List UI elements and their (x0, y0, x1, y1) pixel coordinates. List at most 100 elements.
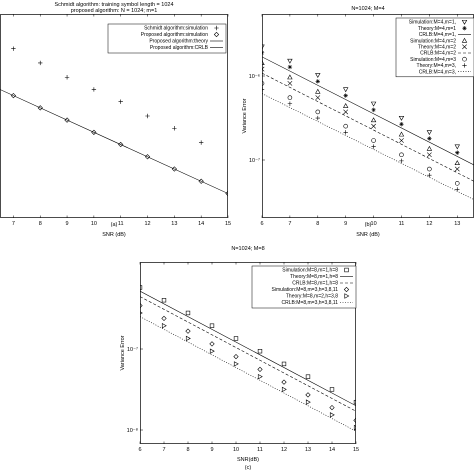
data-point (287, 101, 293, 106)
series-4 (140, 303, 356, 423)
x-tick-label: 15 (225, 221, 231, 227)
legend-marker-sample (461, 37, 468, 43)
data-point (262, 81, 265, 86)
data-point (161, 298, 167, 303)
data-point (209, 323, 215, 328)
series-1 (140, 285, 356, 405)
y-tick-label: 10⁻⁶ (249, 73, 260, 80)
data-point (371, 144, 376, 149)
series-4 (262, 60, 460, 165)
data-point (454, 160, 460, 165)
data-point (353, 399, 356, 405)
legend-marker-sample (344, 293, 350, 299)
data-point (209, 341, 215, 347)
series-line (262, 56, 474, 166)
data-point (305, 392, 311, 398)
data-point (315, 95, 321, 101)
chart-panel-1: Schmidt algorithm: training symbol lengt… (0, 2, 231, 238)
data-point (315, 73, 321, 79)
chart-panel-3: N=1024; M=8 6 7 8 9 10 11 12 13 14 15 10⁻⁷ 10⁻⁸ SNR(d… (120, 246, 359, 471)
chart-title-line: N=1024; M=8 (231, 246, 264, 252)
series-3 (140, 296, 356, 412)
x-tick-label: 6 (260, 221, 263, 227)
legend-entry-label: Simulation:M=4,m=3 (410, 57, 456, 63)
data-point (287, 95, 293, 100)
legend-entry-label: CRLB:M=4,m=3, (419, 69, 456, 75)
y-axis-label: Variance Error (242, 98, 248, 133)
legend-entry-label: Schmidt algorithm:simulation (144, 26, 208, 32)
legend-entry-label: Simulation:M=8,m=1,h=8 (282, 268, 338, 274)
series-line (262, 93, 474, 200)
legend-marker-sample (462, 44, 467, 50)
data-point (343, 130, 348, 135)
x-tick-label: 12 (281, 447, 287, 453)
data-point (455, 150, 460, 155)
data-point (342, 87, 349, 93)
legend-entry-label: CRLB:M=4,m=1, (419, 32, 456, 38)
x-tick-label: 8 (39, 221, 42, 227)
legend-marker-sample (462, 26, 467, 31)
legend-marker-sample (213, 31, 220, 38)
data-point (353, 417, 356, 423)
chart-title-line: Schmidt algorithm: training symbol lengt… (54, 2, 173, 8)
data-point (343, 93, 348, 98)
data-point (315, 79, 320, 84)
series-1 (11, 46, 204, 145)
series-8 (262, 87, 460, 192)
x-tick-label: 9 (344, 221, 347, 227)
legend-marker-sample (343, 286, 350, 293)
data-point (426, 145, 433, 151)
x-tick-label: 10 (91, 221, 97, 227)
legend-marker-sample (461, 19, 468, 25)
x-tick-label: 10 (233, 447, 239, 453)
x-tick-label: 12 (144, 221, 150, 227)
y-tick-label: 10⁻⁷ (127, 346, 138, 353)
legend-entry-label: Theory:M=8,m=2,h=3,8 (286, 294, 338, 300)
x-axis-label: SNR(dB) (237, 457, 259, 463)
chart-panel-2: N=1024; M=4 6 7 8 9 10 11 12 13 10⁻⁶ 10⁻⁷ SNR (dB) V… (242, 6, 474, 238)
x-tick-label: 13 (171, 221, 177, 227)
data-point (118, 99, 123, 104)
data-point (281, 386, 287, 393)
data-point (329, 387, 335, 392)
data-point (305, 374, 311, 379)
x-tick-label: 8 (186, 447, 189, 453)
data-point (454, 181, 460, 186)
data-point (140, 285, 143, 290)
x-tick-label: 9 (210, 447, 213, 453)
data-point (198, 140, 204, 145)
data-point (454, 144, 460, 150)
legend: Simulation:M=8,m=1,h=8Theory:M=8,m=1,h=8… (251, 265, 357, 309)
x-tick-label: 14 (329, 447, 335, 453)
legend-entry-label: Theory:M=8,m=1,h=8 (290, 274, 338, 280)
data-point (399, 121, 404, 127)
data-point (371, 107, 376, 113)
legend-entry-label: CRLB:M=4,m=2 (420, 51, 456, 57)
x-tick-label: 13 (454, 221, 460, 227)
data-point (305, 399, 311, 405)
legend-entry-label: Simulation:M=4,m=1, (409, 20, 456, 26)
data-point (185, 328, 191, 334)
data-point (262, 87, 265, 92)
data-point (427, 166, 432, 172)
data-point (399, 158, 404, 164)
data-point (233, 354, 239, 360)
data-point (398, 131, 405, 137)
data-point (281, 379, 287, 385)
data-point (315, 109, 321, 115)
data-point (11, 46, 16, 51)
x-tick-label: 11 (118, 221, 124, 227)
data-point (209, 348, 215, 354)
chart-title-line: proposed algorithm: N = 1024; m=1 (71, 8, 158, 14)
data-point (329, 404, 335, 411)
legend-marker-sample (344, 267, 349, 273)
data-point (257, 366, 263, 373)
data-point (287, 58, 293, 64)
plot-frame (140, 262, 356, 444)
data-point (38, 60, 43, 66)
data-point (262, 50, 265, 55)
data-point (262, 66, 265, 72)
series-line (140, 316, 356, 432)
x-tick-label: 8 (316, 221, 319, 227)
data-point (64, 75, 70, 80)
